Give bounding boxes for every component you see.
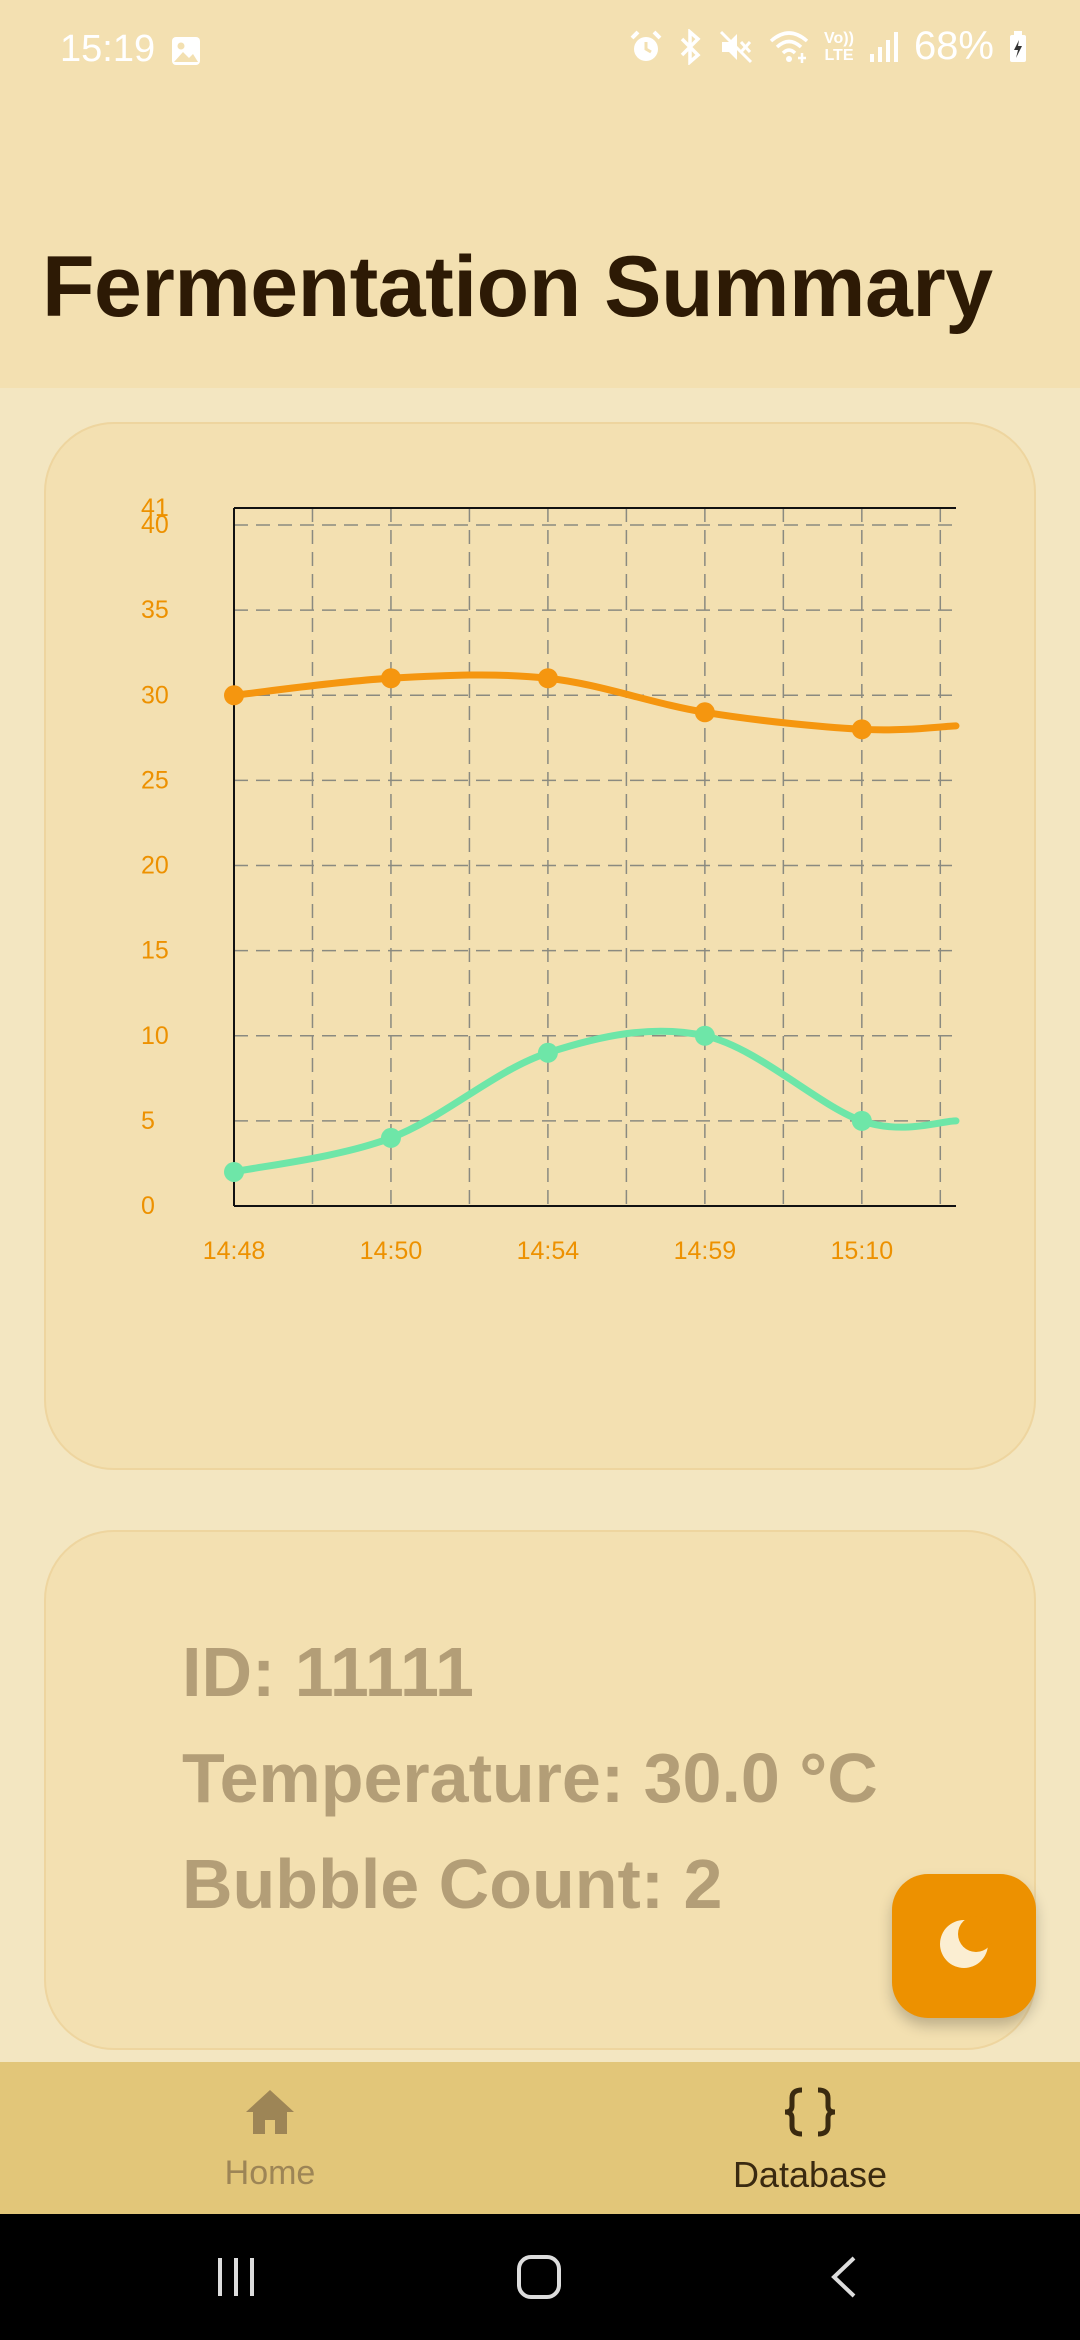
- alarm-icon: [628, 29, 664, 65]
- x-tick-label: 14:48: [203, 1237, 266, 1265]
- y-tick-label: 25: [141, 766, 169, 794]
- page-title: Fermentation Summary: [42, 239, 993, 335]
- series-1-point: [694, 702, 715, 723]
- home-button-icon[interactable]: [514, 2254, 564, 2305]
- temperature-text: Temperature: 30.0 °C: [182, 1739, 878, 1817]
- y-tick-label: 40: [141, 511, 169, 539]
- mute-icon: [718, 29, 754, 65]
- series-line-1: [230, 671, 960, 734]
- status-bar: 15:19 Vo)) LTE 68%: [0, 0, 1080, 100]
- series-line-2: [230, 1027, 960, 1176]
- nav-database-label: Database: [732, 2154, 888, 2195]
- x-tick-label: 14:54: [517, 1237, 580, 1265]
- x-tick-label: 14:50: [360, 1237, 423, 1265]
- battery-percent: 68%: [913, 24, 994, 68]
- bottom-nav: Home Database: [0, 2062, 1080, 2214]
- system-nav-bar: [0, 2214, 1080, 2340]
- y-tick-label: 15: [141, 937, 169, 965]
- battery-icon: [1008, 30, 1028, 64]
- series-2-point: [224, 1161, 244, 1182]
- x-tick-label: 15:10: [831, 1237, 894, 1265]
- series-1-point: [224, 685, 244, 706]
- gallery-icon: [170, 34, 202, 77]
- back-icon[interactable]: [826, 2254, 860, 2305]
- series-2-point: [537, 1042, 558, 1063]
- y-tick-label: 35: [141, 596, 169, 624]
- bluetooth-icon: [678, 28, 704, 65]
- y-tick-label: 30: [141, 681, 169, 709]
- bubble-count-text: Bubble Count: 2: [182, 1845, 723, 1923]
- series-1-point: [851, 719, 872, 740]
- series-2-point: [694, 1025, 715, 1046]
- chart-card: 0 5 10 15 20 25 30 35 40 41 14:48 14:50 14:54 14:59 15…: [44, 422, 1036, 1470]
- status-icons: Vo)) LTE 68%: [628, 24, 1028, 69]
- recents-icon[interactable]: [214, 2254, 258, 2305]
- series-1-point: [537, 668, 558, 689]
- wifi-icon: [768, 29, 810, 65]
- theme-toggle-button[interactable]: [892, 1874, 1036, 2018]
- series-1-point: [380, 668, 401, 689]
- nav-home-label: Home: [224, 2154, 316, 2192]
- y-tick-label: 10: [141, 1022, 169, 1050]
- x-tick-label: 14:59: [674, 1237, 737, 1265]
- y-tick-label: 20: [141, 852, 169, 880]
- y-tick-label: 5: [141, 1107, 155, 1135]
- home-icon: [242, 2084, 298, 2145]
- series-2-point: [851, 1110, 872, 1131]
- nav-home[interactable]: Home: [0, 2062, 540, 2214]
- braces-icon: [780, 2084, 840, 2145]
- header: Fermentation Summary: [0, 0, 1080, 388]
- y-tick-label: 41: [141, 494, 169, 522]
- id-text: ID: 11111: [182, 1633, 474, 1711]
- series-2-point: [380, 1127, 401, 1148]
- nav-database[interactable]: Database: [540, 2062, 1080, 2214]
- volte-bottom-text: LTE: [824, 46, 854, 64]
- info-card: ID: 11111 Temperature: 30.0 °C Bubble Co…: [44, 1530, 1036, 2050]
- volte-icon: Vo)) LTE: [824, 30, 854, 64]
- volte-top-text: Vo)): [824, 29, 854, 47]
- status-time: 15:19: [60, 28, 156, 70]
- moon-icon: [936, 1915, 994, 1977]
- signal-icon: [868, 30, 900, 64]
- y-tick-label: 0: [141, 1192, 155, 1220]
